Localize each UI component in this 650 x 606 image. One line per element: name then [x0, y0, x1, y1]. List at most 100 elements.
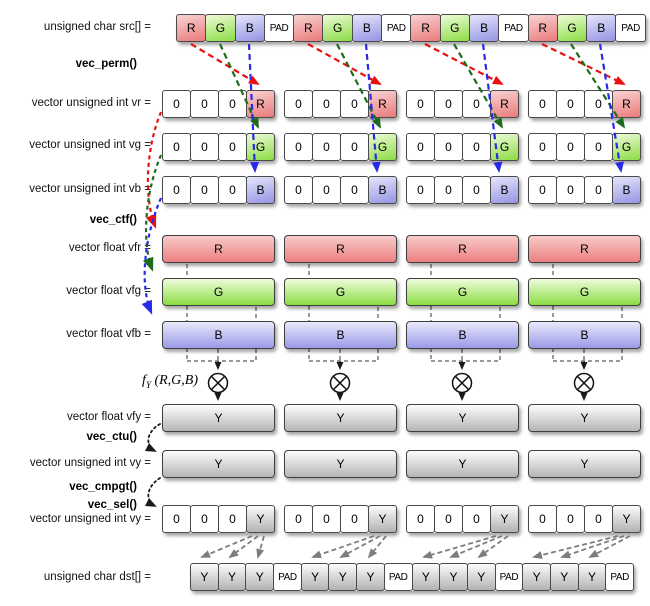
vfr-bar-2: R [284, 235, 397, 263]
cell-0: 0 [462, 176, 491, 204]
cell-0: 0 [406, 133, 435, 161]
cell-0: 0 [434, 133, 463, 161]
cell-g: G [205, 14, 236, 42]
cell-0: 0 [218, 176, 247, 204]
cell-0: 0 [162, 505, 191, 533]
vfy-bar-4: Y [528, 404, 641, 432]
cell-0: 0 [190, 133, 219, 161]
vfg-label: vector float vfg = [66, 285, 151, 297]
cell-0: 0 [190, 90, 219, 118]
cell-g: G [439, 14, 470, 42]
cell-0: 0 [406, 176, 435, 204]
vfy-bar-3: Y [406, 404, 519, 432]
cell-0: 0 [584, 176, 613, 204]
vfb-bar-2: B [284, 321, 397, 349]
cell-b: B [351, 14, 383, 42]
cell-g: G [612, 133, 641, 161]
cell-r: R [368, 90, 397, 118]
cell-0: 0 [584, 505, 613, 533]
cell-0: 0 [218, 505, 247, 533]
cell-0: 0 [218, 90, 247, 118]
cell-0: 0 [528, 133, 557, 161]
vec-ctu-label: vec_ctu() [86, 431, 138, 443]
vy-bar-2: Y [284, 450, 397, 478]
cell-0: 0 [434, 90, 463, 118]
vfb-bar-3: B [406, 321, 519, 349]
cell-0: 0 [528, 90, 557, 118]
cell-g: G [246, 133, 275, 161]
cell-0: 0 [584, 90, 613, 118]
cell-y: Y [356, 563, 385, 591]
vec-cmpgt-label: vec_cmpgt() [69, 481, 137, 493]
fy-f: f [142, 373, 146, 388]
cell-0: 0 [312, 176, 341, 204]
cell-0: 0 [284, 176, 313, 204]
cell-b: B [368, 176, 397, 204]
cell-pad: PAD [263, 14, 295, 42]
cell-g: G [556, 14, 588, 42]
cell-r: R [410, 14, 441, 42]
cell-0: 0 [462, 90, 491, 118]
vec-sel-label: vec_sel() [87, 499, 137, 511]
cell-b: B [246, 176, 275, 204]
vfb-label: vector float vfb = [66, 328, 151, 340]
cell-r: R [293, 14, 324, 42]
cell-0: 0 [462, 133, 491, 161]
cell-pad: PAD [381, 14, 412, 42]
vy-bar-4: Y [528, 450, 641, 478]
vfg-bar-2: G [284, 278, 397, 306]
cell-r: R [527, 14, 558, 42]
cell-0: 0 [434, 505, 463, 533]
cell-g: G [490, 133, 519, 161]
vfy-bar-1: Y [162, 404, 275, 432]
cell-0: 0 [162, 90, 191, 118]
cell-0: 0 [528, 176, 557, 204]
cell-0: 0 [190, 505, 219, 533]
fy-function-label: fY (R,G,B) [142, 373, 198, 390]
cell-y: Y [612, 505, 641, 533]
cell-0: 0 [556, 176, 585, 204]
cell-b: B [490, 176, 519, 204]
vr-label: vector unsigned int vr = [31, 97, 151, 109]
cell-0: 0 [584, 133, 613, 161]
cell-pad: PAD [498, 14, 529, 42]
cell-y: Y [411, 563, 441, 591]
cell-y: Y [577, 563, 607, 591]
vg-label: vector unsigned int vg = [29, 139, 151, 151]
cell-b: B [468, 14, 500, 42]
cell-0: 0 [162, 176, 191, 204]
vec-ctf-label: vec_ctf() [89, 214, 137, 226]
vec-perm-label: vec_perm() [75, 58, 137, 70]
cell-0: 0 [312, 90, 341, 118]
cell-0: 0 [340, 133, 369, 161]
cell-y: Y [300, 563, 330, 591]
cell-g: G [368, 133, 397, 161]
fy-subscript: Y [145, 379, 151, 390]
vb-label: vector unsigned int vb = [29, 183, 151, 195]
dst-label: unsigned char dst[] = [43, 571, 151, 583]
cell-0: 0 [218, 133, 247, 161]
cell-r: R [612, 90, 641, 118]
vfg-bar-1: G [162, 278, 275, 306]
cell-0: 0 [528, 505, 557, 533]
cell-r: R [246, 90, 275, 118]
vfr-bar-1: R [162, 235, 275, 263]
multiply-icon [329, 361, 351, 401]
dst-row: Y Y Y PAD Y Y Y PAD Y Y Y PAD Y Y Y PAD [190, 563, 634, 591]
cell-y: Y [190, 563, 219, 591]
cell-0: 0 [340, 176, 369, 204]
vfb-bar-4: B [528, 321, 641, 349]
cell-y: Y [439, 563, 468, 591]
cell-0: 0 [406, 90, 435, 118]
